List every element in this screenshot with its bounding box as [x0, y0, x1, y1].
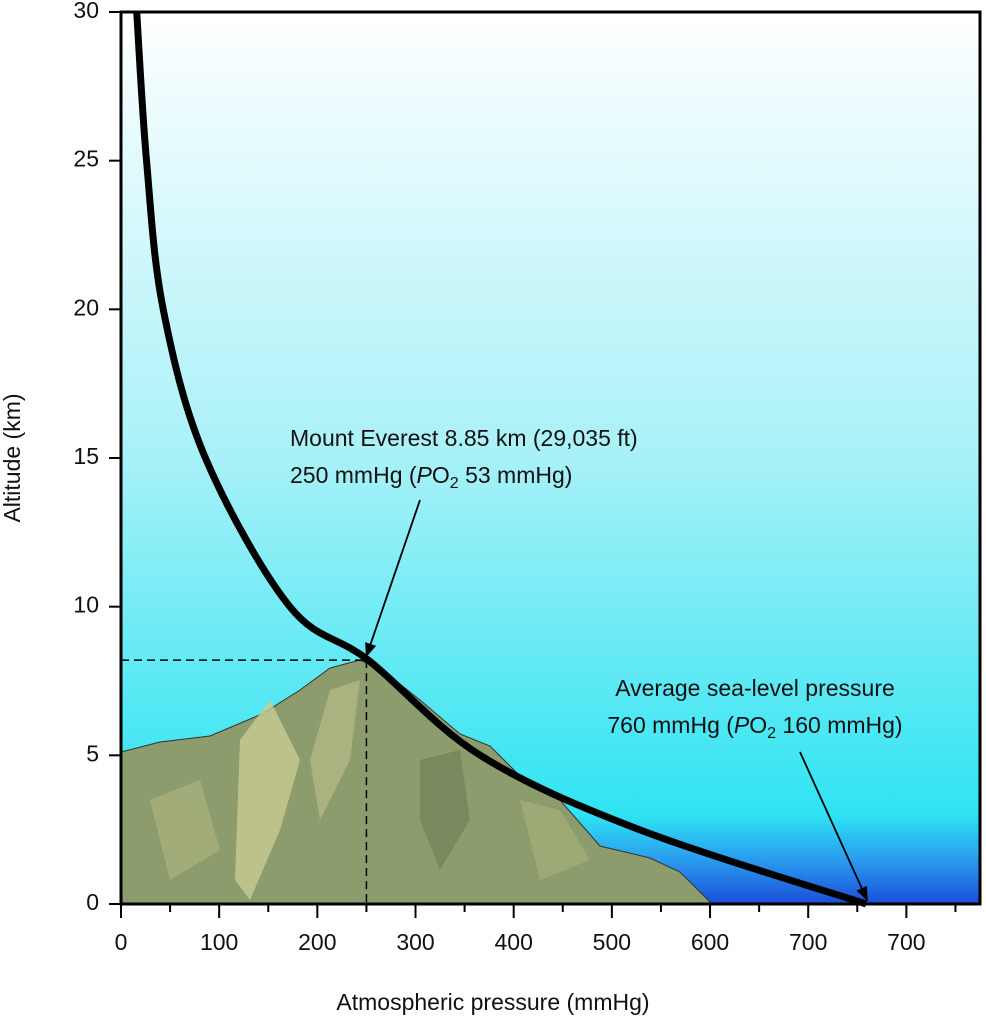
x-tick-label: 700: [887, 929, 925, 955]
x-tick-label: 600: [691, 929, 729, 955]
x-tick-label: 700: [789, 929, 827, 955]
annotation-line1: Average sea-level pressure: [615, 675, 895, 701]
y-tick-label: 30: [73, 0, 99, 23]
annotation-text-part: P: [734, 712, 750, 738]
x-tick-label: 400: [494, 929, 532, 955]
annotation-text-part: 2: [450, 475, 459, 492]
y-tick-label: 20: [73, 294, 99, 320]
x-tick-label: 200: [298, 929, 336, 955]
annotation-line1: Mount Everest 8.85 km (29,035 ft): [290, 425, 638, 451]
annotation-text-part: 2: [767, 725, 776, 742]
annotation-text-part: 250 mmHg (: [290, 462, 417, 488]
annotation-arrow: [365, 499, 421, 658]
y-tick-label: 10: [73, 592, 99, 618]
annotation-text-part: O: [749, 712, 767, 738]
pressure-curve: [133, 11, 868, 908]
y-tick-label: 5: [86, 740, 99, 766]
y-axis-label: Altitude (km): [0, 393, 25, 522]
x-tick-label: 300: [396, 929, 434, 955]
y-tick-label: 15: [73, 443, 99, 469]
x-tick-label: 0: [115, 929, 128, 955]
annotation-text-part: P: [417, 462, 433, 488]
annotation-text-part: 760 mmHg (: [607, 712, 734, 738]
y-tick-label: 25: [73, 146, 99, 172]
plot: [121, 11, 868, 908]
annotation-text-part: O: [432, 462, 450, 488]
x-tick-label: 100: [200, 929, 238, 955]
annotation-arrow: [799, 751, 868, 902]
y-tick-label: 0: [86, 889, 99, 915]
mountain: [120, 659, 714, 905]
annotation-line2: 250 mmHg (PO2 53 mmHg): [290, 462, 572, 492]
x-tick-label: 500: [593, 929, 631, 955]
x-axis-label: Atmospheric pressure (mmHg): [336, 989, 649, 1015]
annotation-text-part: 53 mmHg): [459, 462, 573, 488]
annotation-line2: 760 mmHg (PO2 160 mmHg): [607, 712, 902, 742]
annotation-text-part: 160 mmHg): [776, 712, 903, 738]
